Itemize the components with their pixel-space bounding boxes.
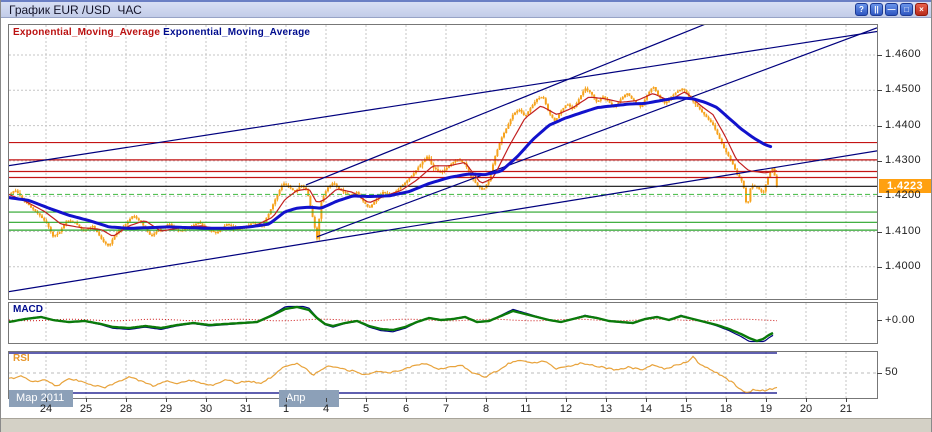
date-tick (126, 398, 127, 402)
trendline (305, 25, 705, 186)
macd-panel (8, 302, 878, 344)
price-axis-tick (877, 55, 882, 56)
close-button[interactable]: × (915, 3, 928, 16)
date-label: 20 (799, 403, 813, 415)
price-axis-tick (877, 266, 882, 268)
date-label: 7 (442, 403, 450, 415)
date-label: 12 (559, 403, 573, 415)
date-label: 13 (599, 403, 613, 415)
date-label: 14 (639, 403, 653, 415)
maximize-button[interactable]: □ (900, 3, 913, 16)
date-tick (846, 398, 847, 402)
date-label: 28 (119, 403, 133, 415)
date-label: 5 (362, 403, 370, 415)
date-tick (286, 398, 287, 402)
date-tick (646, 398, 647, 402)
date-tick (326, 398, 327, 402)
date-label: 31 (239, 403, 253, 415)
date-tick (46, 398, 47, 402)
date-label: 8 (482, 403, 490, 415)
price-axis-label: 1.4600 (885, 48, 922, 60)
date-tick (566, 398, 567, 402)
main-chart-canvas[interactable] (9, 25, 877, 298)
window-controls: ? || — □ × (855, 3, 928, 16)
date-label: 1 (282, 403, 290, 415)
minimize-button[interactable]: — (885, 3, 898, 16)
macd-zero-line (9, 318, 778, 322)
date-tick (86, 398, 87, 402)
indicator-legend: Exponential_Moving_Average Exponential_M… (13, 27, 310, 38)
price-axis-tick (877, 196, 882, 198)
date-tick (166, 398, 167, 402)
rsi-panel (8, 351, 878, 399)
price-axis-tick (877, 90, 882, 92)
macd-label: MACD (13, 304, 43, 315)
pin-button[interactable]: || (870, 3, 883, 16)
macd-signal-line (9, 305, 774, 343)
macd-zero-label: +0.00 (885, 314, 915, 326)
date-label: 19 (759, 403, 773, 415)
ema-fast-legend: Exponential_Moving_Average (13, 27, 161, 38)
month-badge-mar: Мар 2011 (9, 390, 73, 407)
ema-slow-legend: Exponential_Moving_Average (163, 27, 311, 38)
date-tick (206, 398, 207, 402)
date-tick (806, 398, 807, 402)
ema-fast-line (9, 91, 778, 237)
price-axis-label: 1.4200 (885, 189, 922, 202)
price-axis-label: 1.4500 (885, 83, 922, 96)
date-label: 24 (39, 403, 53, 415)
ema-slow-line (9, 96, 773, 230)
price-axis-tick (877, 160, 882, 162)
date-label: 11 (520, 403, 532, 415)
macd-main-line (9, 305, 774, 343)
window-titlebar[interactable]: График EUR /USD ЧАС ? || — □ × (1, 0, 931, 18)
current-price-badge: 1.4223 (879, 179, 931, 193)
rsi-line (9, 355, 778, 393)
window-title: График EUR /USD ЧАС (9, 3, 142, 17)
date-label: 25 (79, 403, 93, 415)
date-tick (406, 398, 407, 402)
date-label: 30 (199, 403, 213, 415)
price-axis-label: 1.4300 (885, 153, 922, 166)
price-axis-label: 1.4100 (885, 224, 922, 237)
date-label: 18 (719, 403, 733, 415)
rsi-label: RSI (13, 353, 30, 364)
trendline (316, 27, 877, 238)
price-axis-tick (877, 231, 882, 233)
date-label: 15 (679, 403, 693, 415)
date-tick (726, 398, 727, 402)
date-tick (246, 398, 247, 402)
date-label: 6 (402, 403, 410, 415)
date-tick (446, 398, 447, 402)
price-axis-label: 1.4000 (885, 259, 922, 272)
date-tick (486, 398, 487, 402)
help-button[interactable]: ? (855, 3, 868, 16)
rsi-canvas[interactable] (9, 352, 877, 398)
trendline (9, 30, 877, 167)
price-axis-tick (877, 125, 882, 127)
date-tick (526, 398, 527, 402)
bottom-status-strip (1, 418, 931, 432)
date-label: 29 (159, 403, 173, 415)
trendline (9, 150, 877, 293)
rsi-mid-tick (877, 373, 882, 374)
date-label: 21 (839, 403, 853, 415)
macd-canvas[interactable] (9, 303, 877, 343)
price-axis-label: 1.4400 (885, 118, 922, 131)
date-tick (366, 398, 367, 402)
rsi-mid-label: 50 (885, 366, 899, 378)
date-label: 4 (322, 403, 330, 415)
date-tick (606, 398, 607, 402)
date-tick (686, 398, 687, 402)
date-tick (766, 398, 767, 402)
macd-zero-tick (877, 320, 882, 321)
